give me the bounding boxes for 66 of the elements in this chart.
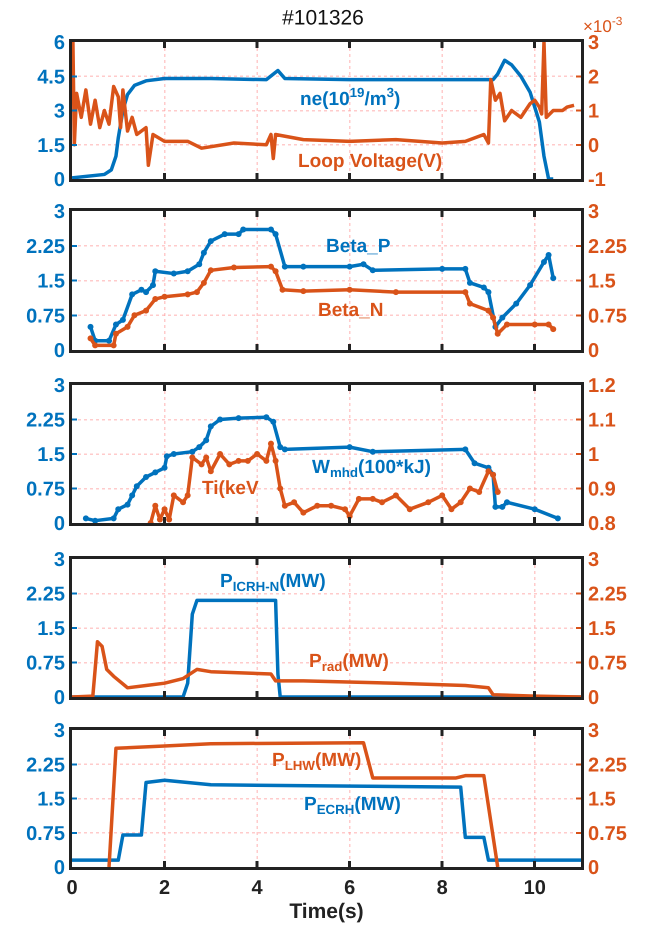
y2-tick-label: 2 [588,66,600,88]
series-label: P$_{ECRH}$(MW) [304,794,401,817]
y-tick-label: 3 [54,375,65,397]
y2-tick-label: 1 [588,100,600,122]
series-label: ne(10$^{19}$/m$^{3}$) [300,85,400,110]
y2-tick-label: 1.5 [588,270,616,292]
y-tick-label: 0 [54,340,65,362]
y2-tick-label: 0 [588,687,600,709]
y-tick-label: 3 [54,100,65,122]
y2-tick-label: 3 [588,201,600,223]
y-tick-label: 0.75 [26,822,65,845]
series-label: P$_{rad}$(MW) [309,651,389,674]
y2-tick-label: 1.5 [588,618,616,640]
series-label: W$_{mhd}$(100*kJ) [312,457,431,480]
y2-tick-label: 0.8 [588,513,616,535]
y-tick-label: 0 [54,687,65,709]
y-tick-label: 0.75 [26,305,65,328]
y-tick-label: 6 [54,32,65,54]
y2-tick-label: 2.25 [588,754,627,776]
y2-tick-label: 0 [588,340,600,362]
y2-tick-label: 0.75 [588,822,627,845]
y2-tick-label: 1.1 [588,410,616,432]
y2-tick-label: 1 [588,444,600,466]
y-tick-label: 0 [54,857,65,879]
y-tick-label: 2.25 [26,584,65,606]
series-label: Ti(keV [202,478,259,499]
y2-tick-label: 0.9 [588,478,616,500]
x-tick-label: 4 [252,877,264,899]
y2-tick-label: 3 [588,720,600,742]
y2-tick-label: 2.25 [588,584,627,606]
x-axis-title: Time(s) [289,900,364,924]
y-tick-label: 2.25 [26,236,65,258]
series-label: P$_{ICRH-N}$(MW) [220,571,326,594]
y-tick-label: 2.25 [26,754,65,776]
y2-tick-label: 0 [588,857,600,879]
y2-tick-label: 1.5 [588,788,616,810]
y-tick-label: 0 [54,513,65,535]
y2-tick-label: 0 [588,134,600,157]
x-tick-label: 2 [158,877,170,899]
y-tick-label: 3 [54,720,65,742]
x-tick-label: 10 [524,877,546,899]
y-tick-label: 1.5 [37,788,65,810]
x-tick-label: 6 [344,877,356,899]
y2-tick-label: 0.75 [588,305,627,328]
series-label: Loop Voltage(V) [298,151,442,172]
series-label: P$_{LHW}$(MW) [272,750,362,773]
y2-tick-label: 3 [588,549,600,571]
y-tick-label: 1.5 [37,270,65,292]
y2-tick-label: 2.25 [588,236,627,258]
series-label: Beta_N [318,300,384,321]
y-tick-label: 0.75 [26,652,65,674]
y-tick-label: 1.5 [37,134,65,157]
y-tick-label: 1.5 [37,618,65,640]
series-label: Beta_P [326,236,391,257]
y-tick-label: 0.75 [26,478,65,500]
y2-tick-label: 1.2 [588,375,616,397]
y-tick-label: 3 [54,549,65,571]
y-tick-label: 0 [54,169,65,191]
y2-tick-label: -1 [588,169,606,191]
x-tick-label: 8 [436,877,448,899]
y2-tick-label: 0.75 [588,652,627,674]
chart-title: #101326 [282,6,364,30]
y-tick-label: 1.5 [37,444,65,466]
y-tick-label: 2.25 [26,410,65,432]
y-tick-label: 3 [54,201,65,223]
y-tick-label: 4.5 [37,66,65,88]
